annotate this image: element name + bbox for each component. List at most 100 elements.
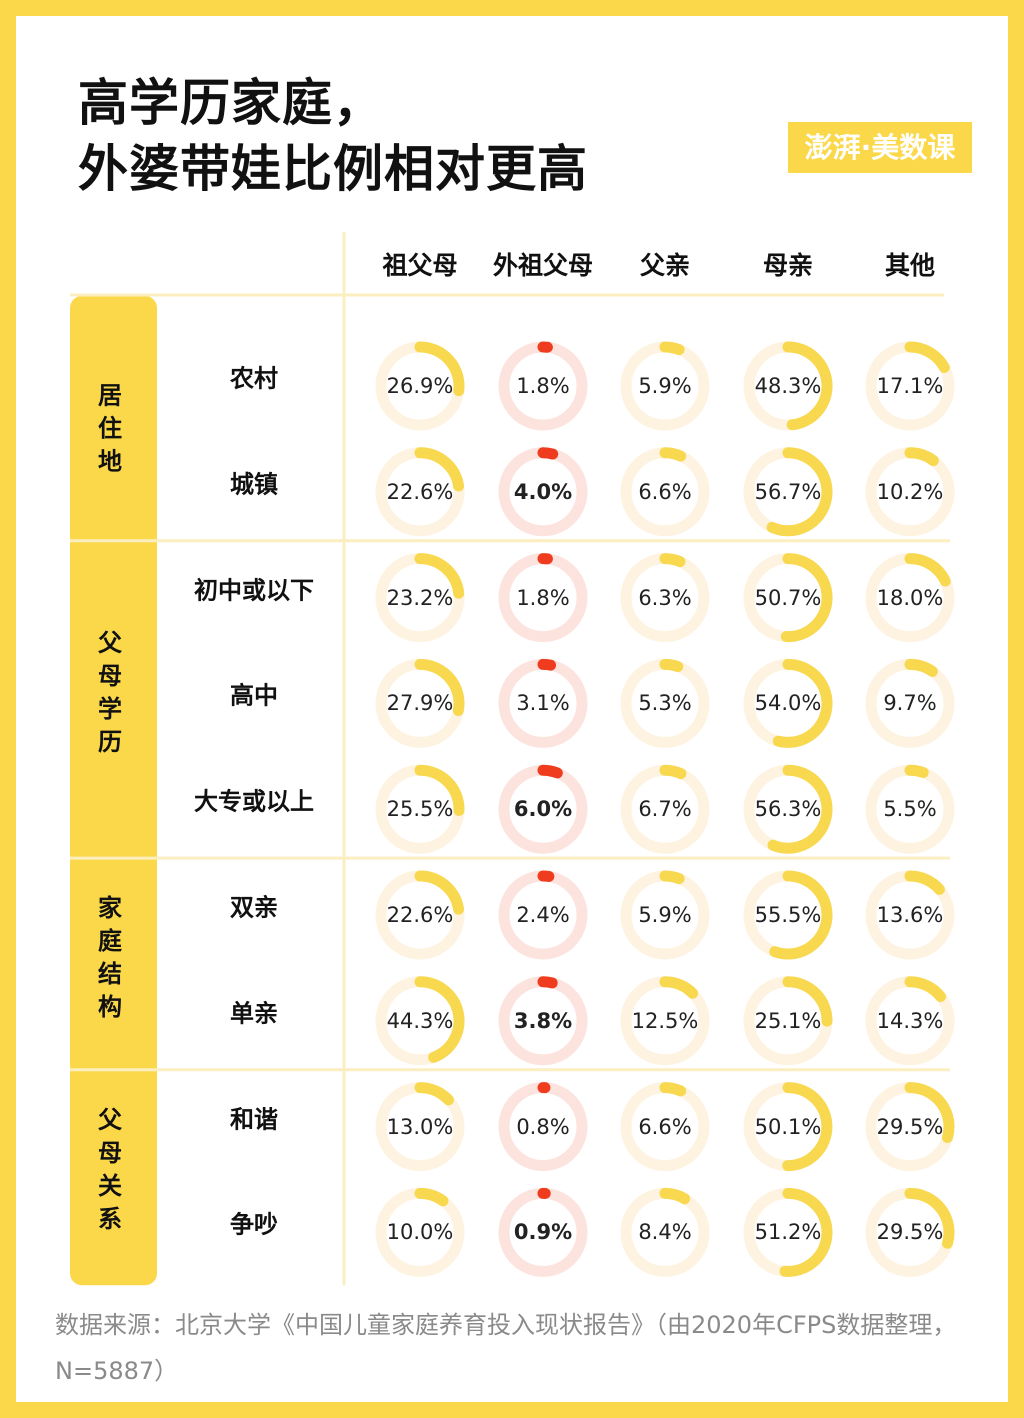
donut-arc xyxy=(782,1082,833,1172)
donut-arc xyxy=(537,447,559,460)
donut-arc xyxy=(659,658,684,673)
donut-arc xyxy=(904,447,939,467)
value-label: 13.0% xyxy=(386,1114,454,1139)
value-label: 27.9% xyxy=(386,691,454,716)
donut-arc xyxy=(414,341,465,397)
value-label: 9.7% xyxy=(883,691,937,716)
value-label: 29.5% xyxy=(876,1220,944,1245)
donut-arc xyxy=(414,1082,454,1106)
group-label: 父母关系 xyxy=(98,1105,122,1233)
donut-arc xyxy=(659,764,687,780)
column-header: 母亲 xyxy=(762,251,814,280)
donut-arc xyxy=(904,976,947,1003)
value-label: 8.4% xyxy=(638,1220,692,1245)
value-label: 17.1% xyxy=(876,374,944,398)
row-label: 高中 xyxy=(230,681,278,710)
value-label: 44.3% xyxy=(386,1008,454,1033)
donut-arc xyxy=(659,447,687,462)
value-label: 51.2% xyxy=(754,1220,822,1245)
group-band xyxy=(70,296,157,1286)
value-label: 6.7% xyxy=(638,797,692,822)
row-label: 初中或以下 xyxy=(194,576,314,605)
row-label: 城镇 xyxy=(230,470,278,499)
value-label: 56.3% xyxy=(754,797,822,822)
value-label: 50.1% xyxy=(754,1114,822,1139)
donut-arc xyxy=(414,976,465,1063)
title: 高学历家庭， 外婆带娃比例相对更高 xyxy=(78,74,588,198)
donut-arc xyxy=(414,553,465,599)
value-label: 10.2% xyxy=(876,479,944,504)
donut-arc xyxy=(904,1187,955,1249)
donut-arc xyxy=(769,870,833,960)
value-label: 6.3% xyxy=(638,585,692,610)
row-label: 单亲 xyxy=(230,999,278,1028)
row-label: 和谐 xyxy=(230,1105,278,1134)
value-label: 29.5% xyxy=(876,1114,944,1139)
donut-arc xyxy=(782,341,833,431)
donut-arc xyxy=(537,658,557,671)
column-header: 外祖父母 xyxy=(492,251,594,280)
value-label: 0.8% xyxy=(516,1114,570,1139)
value-label: 25.1% xyxy=(754,1008,822,1033)
value-label: 54.0% xyxy=(754,691,822,716)
value-label: 14.3% xyxy=(876,1008,944,1033)
donut-arc xyxy=(414,1187,449,1207)
value-label: 22.6% xyxy=(386,479,454,504)
source-note: 数据来源：北京大学《中国儿童家庭养育投入现状报告》（由2020年CFPS数据整理… xyxy=(55,1311,957,1385)
value-label: 12.5% xyxy=(631,1008,699,1033)
donut-arc xyxy=(904,553,951,587)
column-header: 其他 xyxy=(884,251,936,280)
row-label: 农村 xyxy=(230,364,278,393)
group-label: 家庭结构 xyxy=(98,893,122,1021)
value-label: 56.7% xyxy=(754,479,822,504)
value-label: 13.6% xyxy=(876,903,944,927)
value-label: 6.0% xyxy=(513,797,573,822)
column-header: 祖父母 xyxy=(382,251,458,280)
donut-arc xyxy=(779,1187,833,1277)
value-label: 1.8% xyxy=(516,585,570,610)
donut-arc xyxy=(766,447,833,537)
row-label: 双亲 xyxy=(230,893,278,922)
value-label: 48.3% xyxy=(754,374,822,398)
value-label: 5.5% xyxy=(883,797,937,822)
donut-arc xyxy=(904,658,938,677)
value-label: 5.3% xyxy=(638,691,692,716)
value-label: 5.9% xyxy=(638,374,692,398)
value-label: 2.4% xyxy=(516,903,570,927)
donut-arc xyxy=(414,658,465,716)
donut-arc xyxy=(780,553,833,643)
value-label: 18.0% xyxy=(876,585,944,610)
donut-arc xyxy=(904,764,929,779)
donut-arc xyxy=(414,870,465,915)
value-label: 5.9% xyxy=(638,903,692,927)
donut-arc xyxy=(414,447,465,492)
donut-arc xyxy=(659,870,685,885)
value-label: 0.9% xyxy=(513,1220,573,1245)
donut-arc xyxy=(414,764,465,816)
column-header: 父亲 xyxy=(639,251,691,280)
value-label: 50.7% xyxy=(754,585,822,610)
value-label: 10.0% xyxy=(386,1220,454,1245)
value-label: 26.9% xyxy=(386,374,454,398)
donut-arc xyxy=(659,553,686,568)
donut-arc xyxy=(659,976,699,999)
row-label: 大专或以上 xyxy=(194,787,314,816)
value-label: 22.6% xyxy=(386,903,454,927)
value-label: 4.0% xyxy=(513,479,573,504)
donut-arc xyxy=(659,341,685,356)
donut-arc xyxy=(537,764,563,779)
group-label: 父母学历 xyxy=(98,629,122,757)
card xyxy=(16,16,1008,1402)
donut-arc xyxy=(767,764,833,854)
donut-arc xyxy=(659,1187,691,1205)
logo: 澎湃·美数课 xyxy=(788,122,972,173)
value-label: 25.5% xyxy=(386,797,454,822)
donut-arc xyxy=(772,658,833,748)
value-label: 23.2% xyxy=(386,585,454,610)
group-label: 居住地 xyxy=(98,381,122,476)
value-label: 3.8% xyxy=(513,1008,573,1033)
value-label: 3.1% xyxy=(516,691,570,716)
